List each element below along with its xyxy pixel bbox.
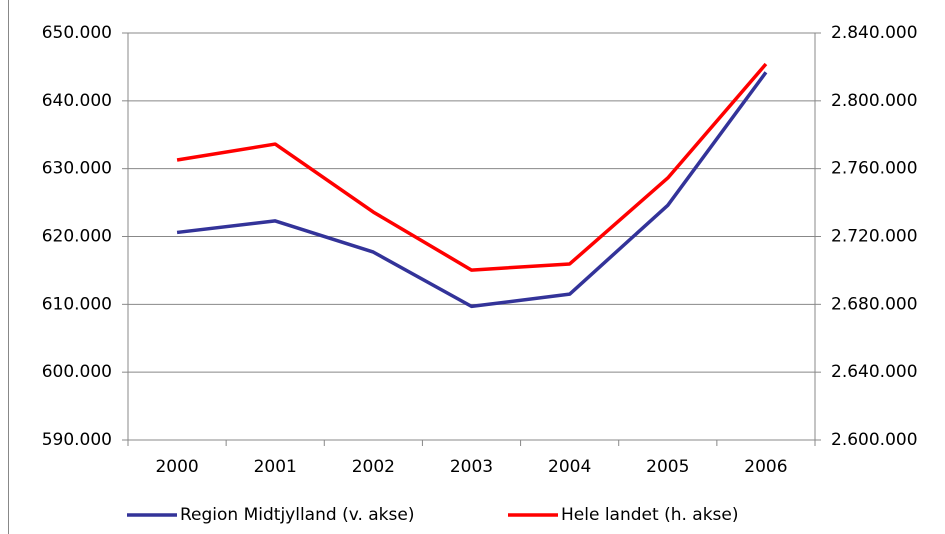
y2-tick-label: 2.680.000 [831, 294, 918, 314]
x-tick-label: 2003 [450, 457, 493, 477]
y-tick-label: 620.000 [42, 227, 112, 247]
x-tick-label: 2001 [254, 457, 297, 477]
y-tick-label: 650.000 [42, 23, 112, 43]
line-series [176, 62, 768, 272]
y2-tick-label: 2.800.000 [831, 91, 918, 111]
line-series [176, 71, 768, 309]
y2-tick-label: 2.840.000 [831, 23, 918, 43]
y-tick-label: 600.000 [42, 362, 112, 382]
y-tick-label: 610.000 [42, 294, 112, 314]
x-tick-label: 2002 [352, 457, 395, 477]
y-tick-label: 640.000 [42, 91, 112, 111]
y2-tick-label: 2.600.000 [831, 430, 918, 450]
x-tick-label: 2005 [646, 457, 689, 477]
y2-tick-label: 2.720.000 [831, 227, 918, 247]
y-tick-label: 590.000 [42, 430, 112, 450]
y2-tick-label: 2.640.000 [831, 362, 918, 382]
y2-tick-label: 2.760.000 [831, 159, 918, 179]
y-tick-label: 630.000 [42, 159, 112, 179]
legend-label: Region Midtjylland (v. akse) [180, 505, 414, 525]
x-tick-label: 2000 [155, 457, 198, 477]
legend-label: Hele landet (h. akse) [561, 505, 739, 525]
x-tick-label: 2006 [744, 457, 787, 477]
x-tick-label: 2004 [548, 457, 591, 477]
